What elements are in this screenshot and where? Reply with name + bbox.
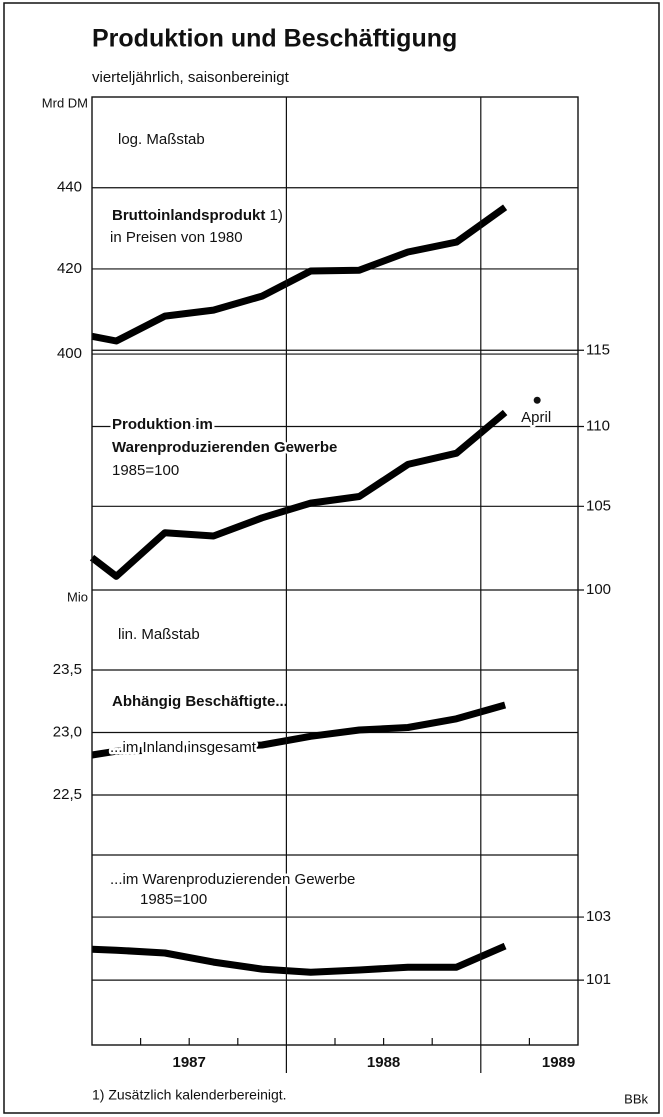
y2-tick-label: 115 <box>586 341 610 358</box>
series-name: Bruttoinlandsprodukt <box>112 207 265 224</box>
y-tick-label: 420 <box>57 260 82 277</box>
chart-title: Produktion und Beschäftigung <box>92 25 457 53</box>
source: BBk <box>624 1091 648 1106</box>
y2-tick-label: 110 <box>586 417 610 434</box>
y-tick-label: 400 <box>57 345 82 362</box>
data-point <box>533 396 541 404</box>
y2-tick-label: 103 <box>586 908 611 925</box>
series-name: ...im Warenproduzierenden Gewerbe <box>110 871 355 888</box>
y-axis-label: Mrd DM <box>42 95 88 110</box>
scale-note: log. Maßstab <box>118 131 205 148</box>
series-name: Produktion im <box>112 416 213 433</box>
series-line <box>91 204 508 345</box>
y2-tick-label: 100 <box>586 581 611 598</box>
y-tick-label: 440 <box>57 179 82 196</box>
plot-area <box>91 96 579 1046</box>
chart-subtitle: vierteljährlich, saisonbereinigt <box>92 69 290 86</box>
footnote: 1) Zusätzlich kalenderbereinigt. <box>92 1087 287 1103</box>
heading: Abhängig Beschäftigte... <box>112 693 288 710</box>
y-tick-label: 23,5 <box>53 661 82 678</box>
x-tick-label: 1989 <box>542 1054 575 1071</box>
y2-tick-label: 101 <box>586 971 611 988</box>
scale-note: lin. Maßstab <box>118 626 200 643</box>
y2-tick-label: 105 <box>586 497 611 514</box>
frame <box>3 2 660 1114</box>
series-line <box>91 942 507 976</box>
x-tick-label: 1988 <box>367 1054 400 1071</box>
y-tick-label: 23,0 <box>53 723 82 740</box>
series-subtitle: 1985=100 <box>112 462 179 479</box>
series-name: Warenproduzierenden Gewerbe <box>112 439 337 456</box>
series-subtitle: in Preisen von 1980 <box>110 229 243 246</box>
x-tick-label: 1987 <box>173 1054 206 1071</box>
y-tick-label: 22,5 <box>53 786 82 803</box>
series-name: ...im Inland insgesamt <box>110 739 257 756</box>
series-line <box>89 409 508 580</box>
series-label: Bruttoinlandsprodukt 1) <box>112 207 283 224</box>
y-axis-label: Mio <box>67 589 88 604</box>
footnote-ref: 1) <box>270 207 283 224</box>
annotation: April <box>521 409 551 426</box>
series-subtitle: 1985=100 <box>140 891 207 908</box>
